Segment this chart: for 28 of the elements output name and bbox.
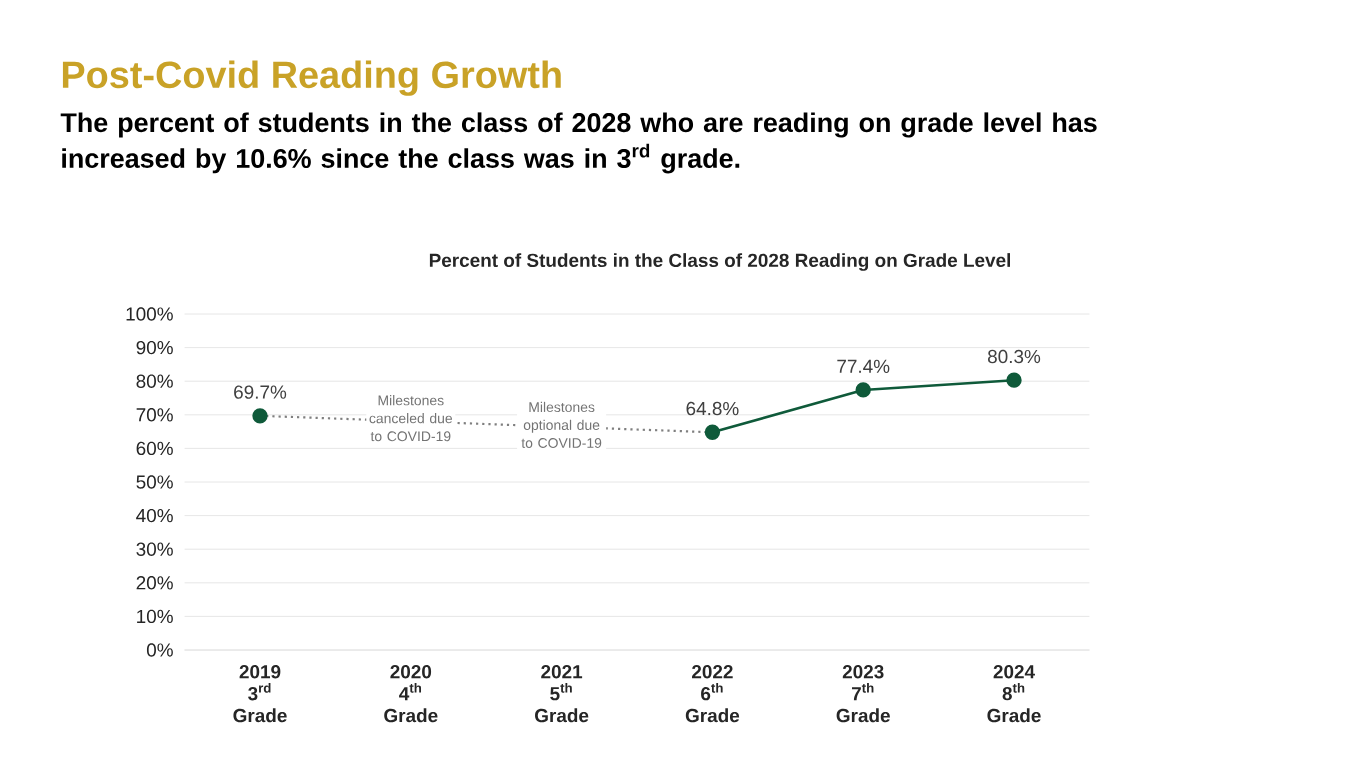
x-tick-label: 2020 4$^{th}$ Grade	[384, 665, 438, 723]
y-tick-label: 40%	[136, 508, 173, 523]
data-label: 64.8%	[686, 401, 739, 416]
y-tick-label: 80%	[136, 374, 173, 388]
x-tick-label: 2024 8$^{th}$ Grade	[987, 665, 1041, 723]
chart-title: Post-Covid Reading Growth	[62, 60, 561, 96]
data-label: 77.4%	[837, 359, 890, 373]
point	[252, 408, 268, 424]
x-tick-label: 2019 3$^{rd}$ Grade	[233, 665, 287, 723]
x-tick-label: 2021 5$^{th}$ Grade	[535, 665, 589, 723]
point	[1006, 372, 1022, 388]
text: Percent of Students in the Class of 2028 Reading on Grade Level	[429, 253, 1011, 271]
y-tick-label: 0%	[146, 643, 173, 657]
point	[704, 424, 721, 440]
data-label: 80.3%	[987, 349, 1041, 364]
y-tick-label: 70%	[136, 408, 173, 422]
x-tick-label: 2022 6$^{th}$ Grade	[685, 665, 740, 723]
data-label: 69.7%	[234, 385, 287, 399]
y-tick-label: 10%	[137, 609, 173, 624]
y-tick-label: 30%	[136, 542, 173, 556]
y-tick-label: 20%	[136, 576, 173, 590]
y-tick-label: 50%	[136, 475, 173, 489]
y-tick-label: 100%	[126, 307, 173, 321]
y-tick-label: 60%	[136, 441, 173, 456]
chart-subtitle: The percent of students in the class of 2028 who are reading on grade level has increased by 10.6% since the class was in 3$^{rd}$ grade.	[60, 112, 1097, 174]
y-tick-label: 90%	[136, 340, 173, 355]
point	[855, 382, 871, 398]
x-tick-label: 2023 7$^{th}$ Grade	[836, 665, 890, 723]
